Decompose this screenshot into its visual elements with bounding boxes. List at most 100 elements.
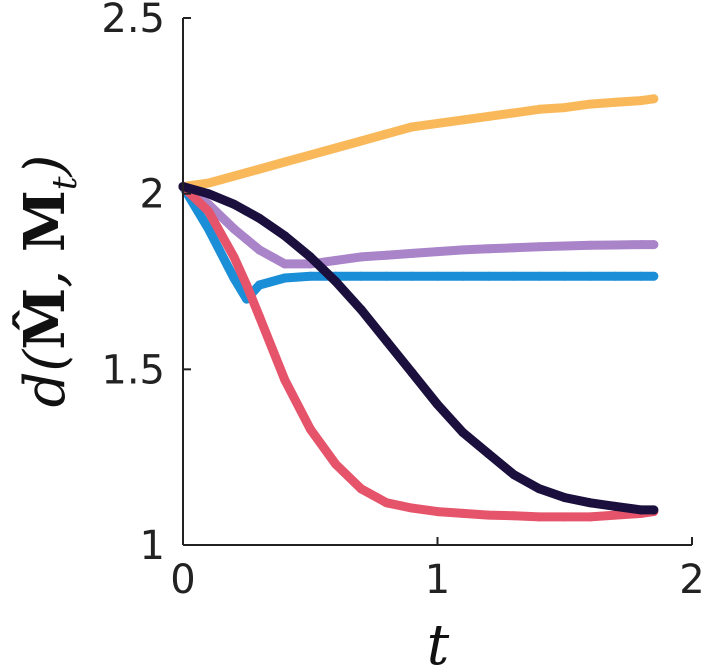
- series-2-point: [407, 248, 417, 258]
- series-5-point: [649, 505, 659, 515]
- series-5-point: [280, 231, 290, 241]
- series-5-point: [203, 189, 213, 199]
- series-2-point: [636, 240, 646, 250]
- y-axis-label: d(M̂, Mt): [11, 155, 85, 408]
- series-5-point: [229, 199, 239, 209]
- series-3-point: [534, 271, 544, 281]
- series-3-point: [611, 271, 621, 281]
- series-2-point: [458, 245, 468, 255]
- y-axis-label-close: ): [13, 155, 78, 178]
- series-4-point: [242, 280, 252, 290]
- series-4-point: [356, 484, 366, 494]
- series-5-point: [534, 484, 544, 494]
- series-2-point: [585, 240, 595, 250]
- series-3-point: [254, 280, 264, 290]
- series-3-point: [229, 273, 239, 283]
- y-axis-label-sep: ,: [13, 252, 78, 288]
- series-4-point: [382, 498, 392, 508]
- series-1-point: [407, 122, 417, 132]
- series-4-point: [534, 512, 544, 522]
- series-2-point: [560, 241, 570, 251]
- series-4-point: [611, 510, 621, 520]
- series-5-point: [458, 428, 468, 438]
- series-5-line: [178, 182, 659, 515]
- series-5: [178, 182, 659, 515]
- series-5-point: [636, 505, 646, 515]
- series-1-point: [229, 171, 239, 181]
- series-2-point: [649, 240, 659, 250]
- series-3-point: [560, 271, 570, 281]
- y-axis-label-sub: t: [45, 176, 85, 190]
- series-1-line: [178, 94, 659, 192]
- series-1-point: [636, 96, 646, 106]
- series-5-point: [433, 400, 442, 409]
- series-2-point: [254, 245, 264, 255]
- y-tick-label: 2.5: [101, 0, 165, 42]
- series-5-point: [305, 252, 315, 262]
- series-1-point: [305, 150, 315, 160]
- series-5-point: [509, 470, 519, 480]
- y-axis-label-mhat: M̂: [11, 288, 78, 350]
- series-3-point: [483, 271, 493, 281]
- series-3-point: [305, 271, 315, 281]
- series-1-point: [611, 97, 621, 107]
- y-axis-label-d: d(: [13, 349, 78, 408]
- series-4-point: [305, 424, 315, 434]
- series-1: [178, 94, 659, 192]
- series-5-point: [483, 449, 493, 459]
- series-2-point: [433, 247, 442, 257]
- series-2-point: [356, 252, 366, 262]
- series-1-point: [649, 94, 659, 104]
- series-1-point: [433, 118, 442, 128]
- series-4-point: [331, 459, 341, 469]
- series-5-point: [560, 493, 570, 503]
- series-5-point: [331, 277, 341, 286]
- series-5-point: [611, 501, 621, 511]
- tick-labels: 0 1 211.522.5: [101, 0, 703, 603]
- series-1-point: [560, 103, 570, 113]
- series-4-point: [229, 252, 239, 262]
- series-3-point: [649, 271, 659, 281]
- series-3-point: [509, 271, 519, 281]
- series-layer: [178, 94, 659, 522]
- y-tick-label: 2: [140, 172, 165, 218]
- series-1-point: [585, 99, 595, 109]
- series-4-point: [407, 503, 417, 513]
- series-3-point: [280, 273, 290, 283]
- svg-text:d(M̂, Mt): d(M̂, Mt): [11, 155, 85, 408]
- y-tick-label: 1: [140, 523, 165, 569]
- series-1-point: [458, 115, 468, 125]
- series-1-point: [254, 164, 264, 174]
- series-5-point: [585, 498, 595, 508]
- series-3-point: [636, 271, 646, 281]
- series-5-point: [254, 213, 264, 223]
- series-2-point: [611, 240, 621, 250]
- series-4-point: [433, 507, 442, 517]
- series-4-point: [483, 510, 493, 520]
- series-4-point: [203, 206, 213, 216]
- series-3-point: [433, 271, 442, 281]
- series-1-point: [280, 157, 290, 167]
- series-2-point: [483, 244, 493, 254]
- series-2: [178, 182, 659, 269]
- series-3-point: [203, 224, 213, 234]
- series-1-point: [509, 108, 519, 118]
- series-4: [178, 182, 659, 522]
- series-1-point: [534, 104, 544, 114]
- series-5-point: [356, 305, 366, 315]
- series-2-point: [382, 250, 392, 260]
- series-1-point: [203, 178, 213, 188]
- x-axis-label: t: [427, 613, 450, 670]
- series-5-point: [242, 206, 252, 216]
- series-1-point: [356, 136, 366, 146]
- series-4-line: [178, 182, 659, 522]
- series-3-point: [458, 271, 468, 281]
- series-4-point: [458, 508, 468, 518]
- series-4-point: [585, 512, 595, 522]
- series-5-point: [382, 336, 392, 346]
- y-axis-label-m: M: [12, 190, 78, 252]
- series-4-point: [560, 512, 570, 522]
- series-2-point: [280, 259, 290, 269]
- x-tick-label: 0: [170, 557, 195, 603]
- series-2-point: [242, 234, 252, 244]
